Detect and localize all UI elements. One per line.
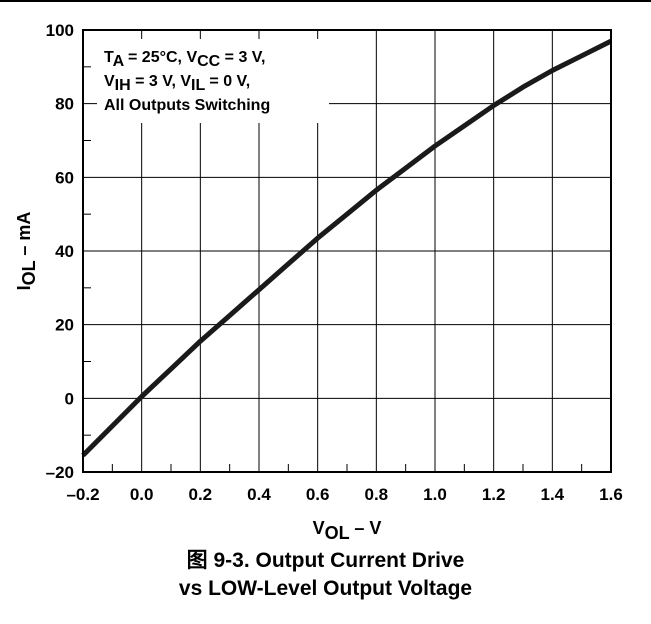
annotation-text: = 3 V, V bbox=[131, 73, 192, 90]
top-rule bbox=[0, 0, 651, 2]
annotation-line: TA = 25°C, VCC = 3 V, bbox=[104, 49, 265, 70]
annotation-text: = 25°C, V bbox=[124, 49, 198, 66]
annotation: TA = 25°C, VCC = 3 V, VIH = 3 V, VIL = 0 … bbox=[97, 39, 329, 123]
y-axis-title-suffix: – mA bbox=[14, 212, 34, 261]
x-tick-label: 1.2 bbox=[482, 485, 506, 504]
x-axis-title-suffix: – V bbox=[349, 518, 381, 538]
y-tick-label: 0 bbox=[65, 389, 74, 408]
x-tick-label: 1.0 bbox=[423, 485, 447, 504]
x-tick-label: 1.4 bbox=[541, 485, 565, 504]
minor-ticks bbox=[83, 66, 583, 472]
y-axis-title-sub: OL bbox=[19, 260, 39, 285]
y-tick-label: –20 bbox=[46, 463, 74, 482]
x-tick-label: 0.4 bbox=[247, 485, 271, 504]
x-tick-label: 0.0 bbox=[130, 485, 154, 504]
plot-frame bbox=[82, 29, 612, 473]
x-axis-title-sub: OL bbox=[325, 523, 350, 543]
x-tick-label: 1.6 bbox=[599, 485, 623, 504]
y-tick-label: 20 bbox=[55, 316, 74, 335]
x-tick-label: 0.8 bbox=[365, 485, 389, 504]
x-tick-label: 0.6 bbox=[306, 485, 330, 504]
annotation-text: = 0 V, bbox=[205, 73, 250, 90]
x-axis-title: VOL – V bbox=[313, 518, 382, 543]
y-axis-title: IOL – mA bbox=[14, 212, 39, 291]
figure-caption-line2: vs LOW-Level Output Voltage bbox=[178, 577, 473, 600]
annotation-subscript: A bbox=[113, 53, 125, 70]
x-tick-label: 0.2 bbox=[189, 485, 213, 504]
annotation-text: = 3 V, bbox=[220, 49, 265, 66]
chart: TA = 25°C, VCC = 3 V,VIH = 3 V, VIL = 0 … bbox=[14, 21, 623, 543]
series-line bbox=[81, 38, 613, 458]
annotation-text: T bbox=[104, 49, 114, 66]
annotation-text: V bbox=[104, 73, 115, 90]
annotation-line: All Outputs Switching bbox=[104, 97, 270, 114]
annotation-subscript: IH bbox=[115, 77, 131, 94]
y-axis-title-main: I bbox=[14, 285, 34, 290]
annotation-background bbox=[97, 39, 329, 123]
x-tick-label: –0.2 bbox=[66, 485, 99, 504]
y-tick-label: 100 bbox=[46, 21, 74, 40]
y-tick-label: 60 bbox=[55, 168, 74, 187]
series-layer bbox=[81, 38, 613, 458]
y-tick-label: 40 bbox=[55, 242, 74, 261]
x-axis-title-main: V bbox=[313, 518, 325, 538]
annotation-subscript: CC bbox=[197, 53, 221, 70]
x-tick-labels: –0.2 0.0 0.2 0.4 0.6 0.8 1.0 1.2 1.4 1.6 bbox=[66, 485, 622, 504]
y-tick-label: 80 bbox=[55, 95, 74, 114]
annotation-line: VIH = 3 V, VIL = 0 V, bbox=[104, 73, 250, 94]
figure-caption-line1: 图 9-3. Output Current Drive bbox=[186, 549, 465, 572]
annotation-subscript: IL bbox=[191, 77, 205, 94]
y-tick-labels: –20 0 20 40 60 80 100 bbox=[46, 21, 74, 482]
annotation-text: All Outputs Switching bbox=[104, 97, 270, 114]
